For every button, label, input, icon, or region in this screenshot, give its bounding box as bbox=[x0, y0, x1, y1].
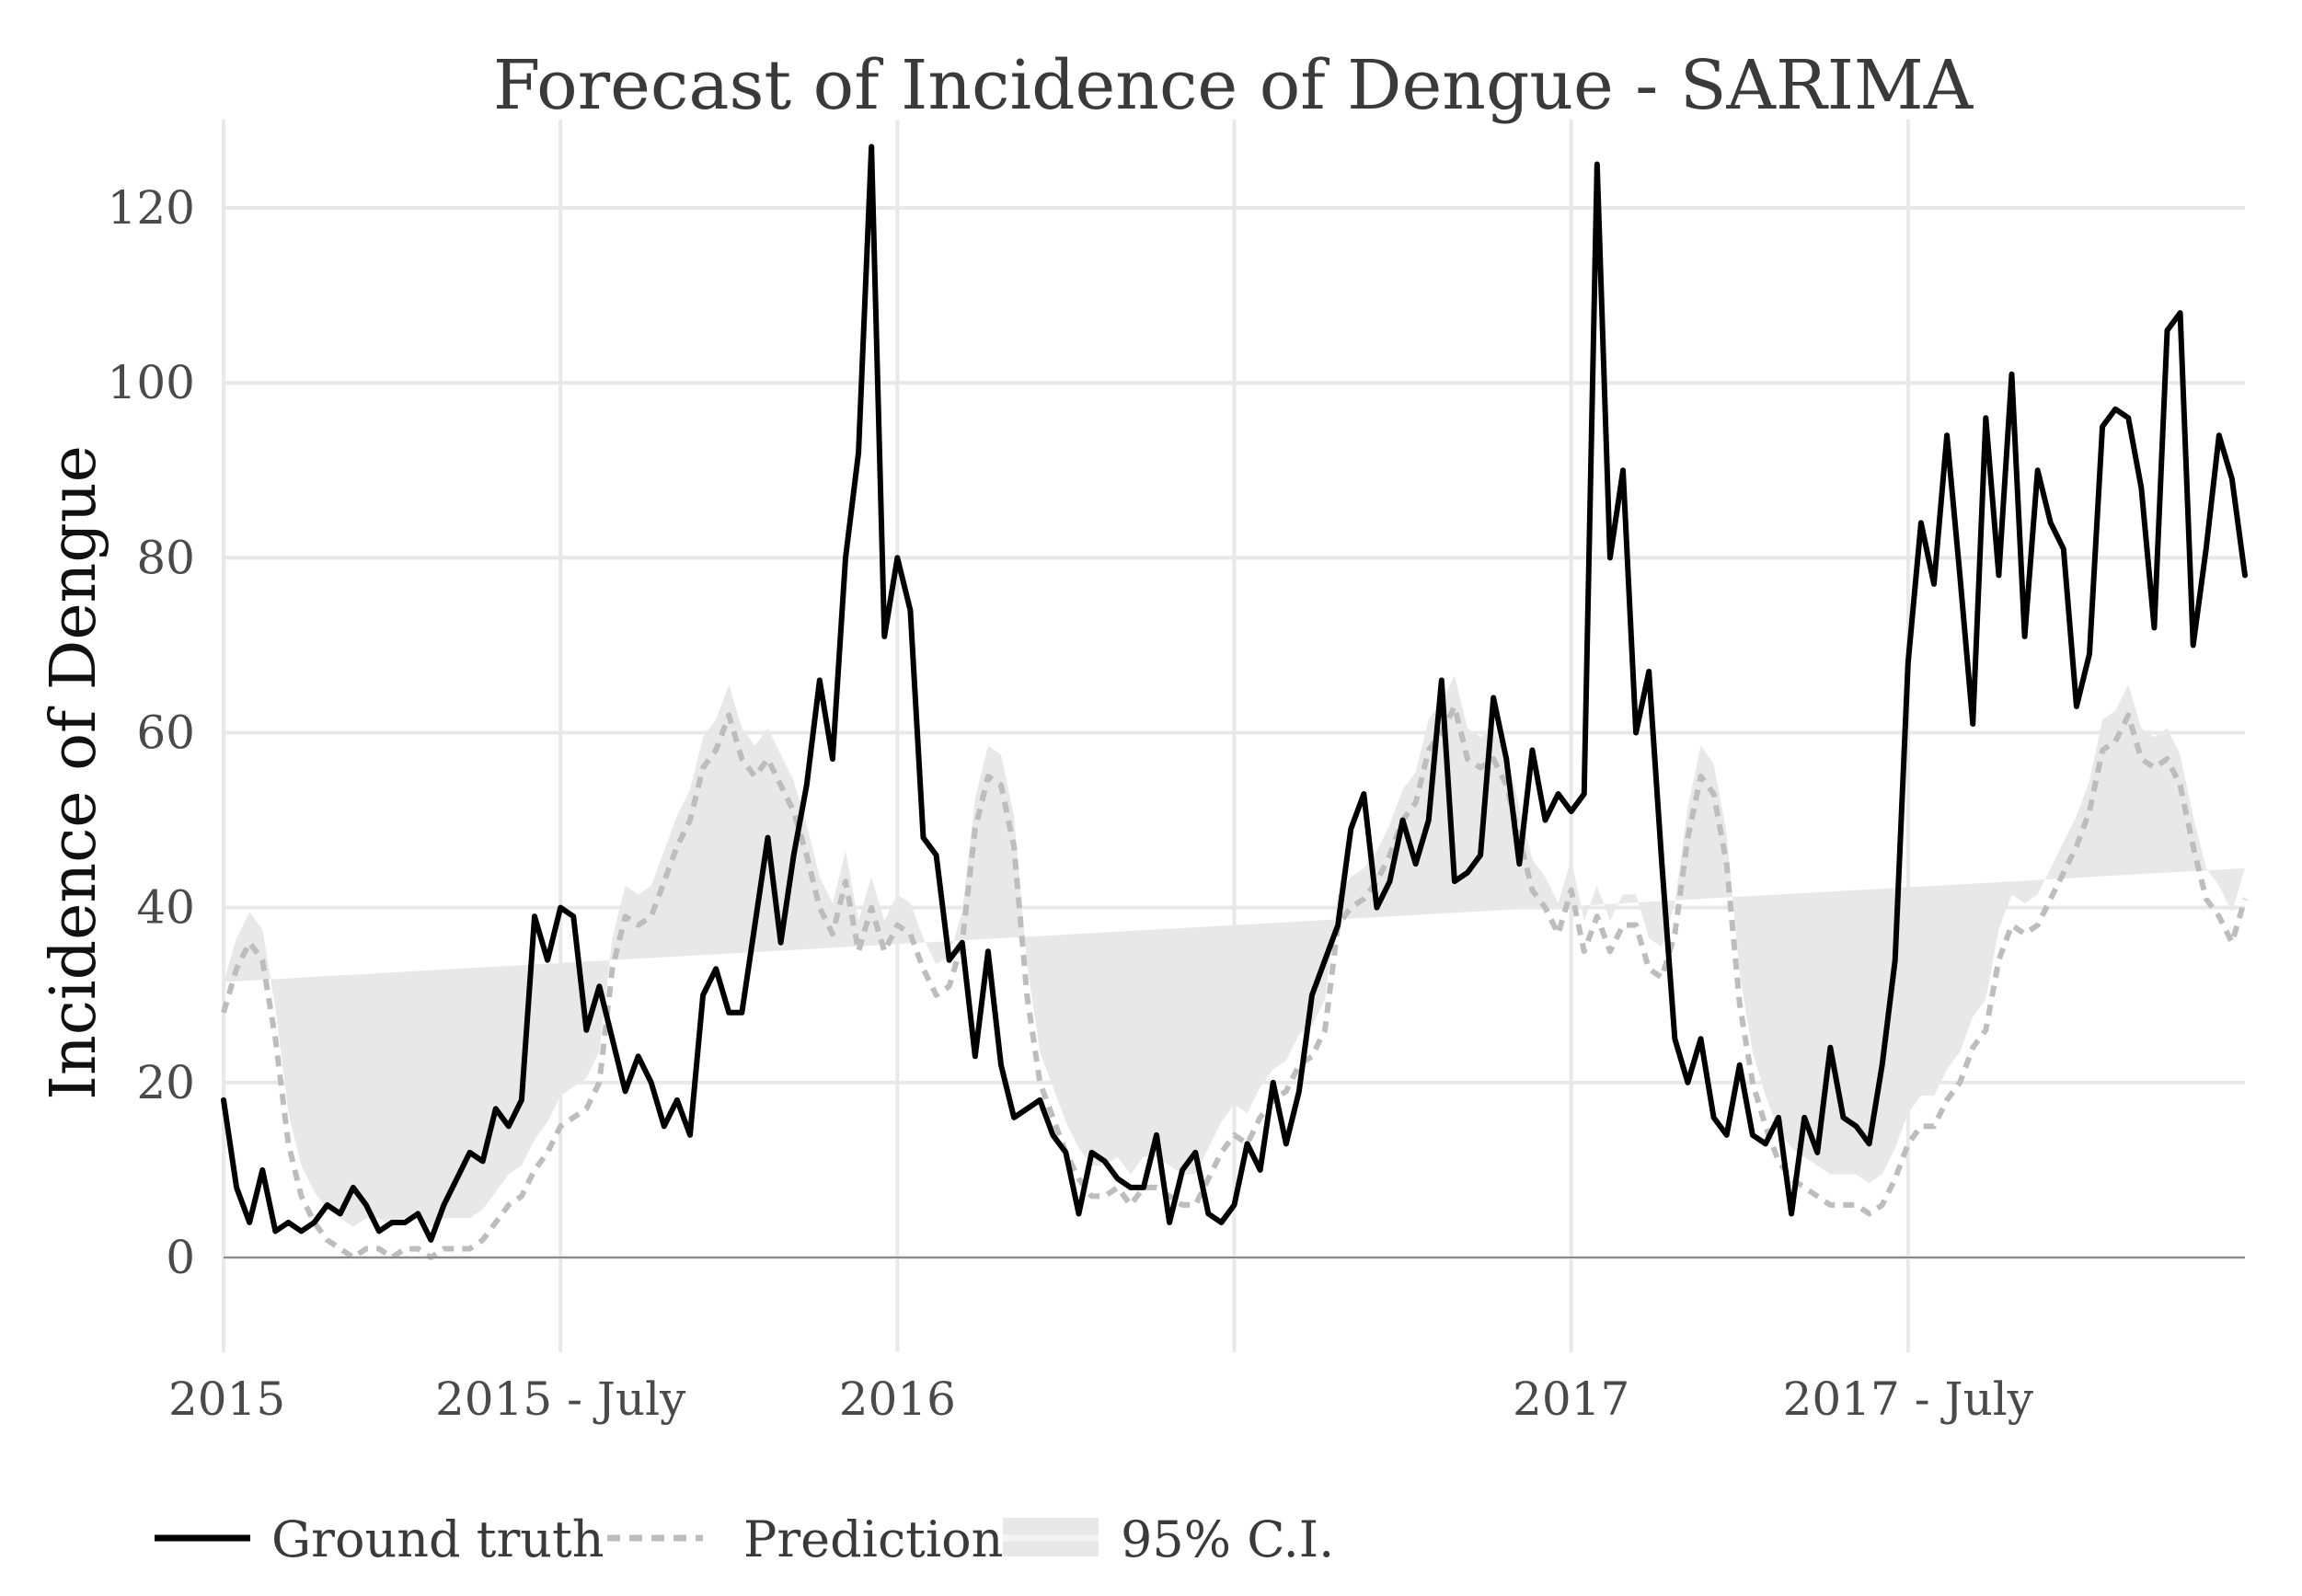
y-tick-label: 0 bbox=[166, 1231, 195, 1284]
tick-labels: 0 20 40 60 80 100 120 2015 2015 - July 2016 2017 20… bbox=[108, 181, 2034, 1426]
prediction-series bbox=[221, 703, 2248, 1260]
x-tick-label: 2015 - July bbox=[435, 1372, 686, 1426]
y-axis-label: Incidence of Dengue bbox=[38, 445, 110, 1100]
ci-band bbox=[224, 675, 2245, 1227]
legend: Ground truth Prediction 95% C.I. bbox=[155, 1510, 1334, 1568]
y-tick-label: 40 bbox=[136, 881, 195, 935]
legend-label-ground-truth: Ground truth bbox=[271, 1510, 604, 1568]
y-tick-label: 100 bbox=[108, 356, 195, 409]
legend-label-ci: 95% C.I. bbox=[1121, 1510, 1334, 1568]
y-tick-label: 80 bbox=[136, 531, 195, 584]
legend-label-prediction: Prediction bbox=[743, 1510, 1003, 1568]
confidence-interval-band bbox=[224, 675, 2245, 1227]
x-tick-label: 2017 - July bbox=[1783, 1372, 2034, 1426]
x-tick-label: 2017 bbox=[1513, 1372, 1629, 1426]
x-tick-label: 2015 bbox=[168, 1372, 285, 1426]
y-tick-label: 20 bbox=[136, 1056, 195, 1109]
y-tick-label: 60 bbox=[136, 706, 195, 760]
y-tick-label: 120 bbox=[108, 181, 195, 235]
ground-truth-series bbox=[221, 144, 2248, 1243]
chart-title: Forecast of Incidence of Dengue - SARIMA bbox=[493, 46, 1974, 125]
prediction-line bbox=[221, 703, 2248, 1260]
gridlines bbox=[222, 120, 2245, 1352]
ground-truth-line bbox=[221, 144, 2248, 1243]
x-tick-label: 2016 bbox=[839, 1372, 956, 1426]
